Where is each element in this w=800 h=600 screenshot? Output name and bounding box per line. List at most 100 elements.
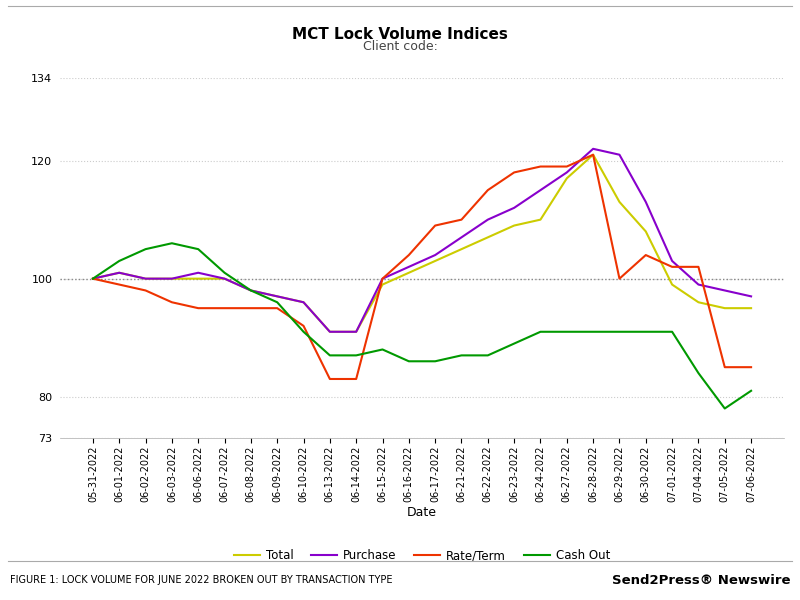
Total — [220, 275, 230, 282]
Cash Out — [510, 340, 519, 347]
Rate/Term — [114, 281, 124, 288]
Rate/Term — [430, 222, 440, 229]
Rate/Term — [325, 376, 334, 383]
Rate/Term — [641, 251, 650, 259]
Total — [562, 175, 571, 182]
Cash Out — [88, 275, 98, 282]
Purchase — [141, 275, 150, 282]
Rate/Term — [720, 364, 730, 371]
Cash Out — [483, 352, 493, 359]
Rate/Term — [246, 305, 256, 312]
Text: Client code:: Client code: — [362, 40, 438, 53]
Purchase — [246, 287, 256, 294]
Line: Rate/Term: Rate/Term — [93, 155, 751, 379]
Cash Out — [614, 328, 624, 335]
Total — [141, 275, 150, 282]
Rate/Term — [694, 263, 703, 271]
Rate/Term — [141, 287, 150, 294]
Cash Out — [404, 358, 414, 365]
Rate/Term — [298, 322, 308, 329]
Purchase — [351, 328, 361, 335]
Cash Out — [167, 239, 177, 247]
Total — [430, 257, 440, 265]
Total — [667, 281, 677, 288]
Total — [483, 234, 493, 241]
Purchase — [404, 263, 414, 271]
Total — [404, 269, 414, 277]
Purchase — [194, 269, 203, 277]
Rate/Term — [588, 151, 598, 158]
Total — [246, 287, 256, 294]
Purchase — [457, 234, 466, 241]
Total — [114, 269, 124, 277]
Purchase — [510, 204, 519, 211]
Cash Out — [272, 299, 282, 306]
Purchase — [720, 287, 730, 294]
Text: MCT Lock Volume Indices: MCT Lock Volume Indices — [292, 27, 508, 42]
Cash Out — [114, 257, 124, 265]
Total — [167, 275, 177, 282]
Rate/Term — [220, 305, 230, 312]
Purchase — [694, 281, 703, 288]
Cash Out — [641, 328, 650, 335]
Rate/Term — [88, 275, 98, 282]
Cash Out — [430, 358, 440, 365]
Rate/Term — [194, 305, 203, 312]
Rate/Term — [536, 163, 546, 170]
Rate/Term — [667, 263, 677, 271]
Purchase — [220, 275, 230, 282]
Purchase — [641, 199, 650, 206]
Total — [720, 305, 730, 312]
Cash Out — [746, 387, 756, 394]
Total — [272, 293, 282, 300]
Purchase — [167, 275, 177, 282]
Purchase — [483, 216, 493, 223]
Purchase — [272, 293, 282, 300]
Cash Out — [298, 328, 308, 335]
Total — [194, 275, 203, 282]
Total — [588, 151, 598, 158]
Cash Out — [378, 346, 387, 353]
Rate/Term — [614, 275, 624, 282]
Purchase — [614, 151, 624, 158]
Cash Out — [588, 328, 598, 335]
Total — [614, 199, 624, 206]
Cash Out — [720, 405, 730, 412]
Purchase — [746, 293, 756, 300]
Total — [88, 275, 98, 282]
Purchase — [325, 328, 334, 335]
Rate/Term — [404, 251, 414, 259]
Purchase — [430, 251, 440, 259]
Total — [325, 328, 334, 335]
Total — [298, 299, 308, 306]
Total — [641, 228, 650, 235]
Cash Out — [325, 352, 334, 359]
Purchase — [588, 145, 598, 152]
Total — [378, 281, 387, 288]
Total — [694, 299, 703, 306]
Purchase — [88, 275, 98, 282]
Cash Out — [694, 370, 703, 377]
Purchase — [298, 299, 308, 306]
Total — [510, 222, 519, 229]
Purchase — [536, 187, 546, 194]
Total — [746, 305, 756, 312]
Cash Out — [351, 352, 361, 359]
Cash Out — [457, 352, 466, 359]
Text: FIGURE 1: LOCK VOLUME FOR JUNE 2022 BROKEN OUT BY TRANSACTION TYPE: FIGURE 1: LOCK VOLUME FOR JUNE 2022 BROK… — [10, 575, 392, 585]
Purchase — [667, 257, 677, 265]
Rate/Term — [510, 169, 519, 176]
Rate/Term — [562, 163, 571, 170]
Rate/Term — [457, 216, 466, 223]
Total — [457, 245, 466, 253]
Cash Out — [220, 269, 230, 277]
Rate/Term — [351, 376, 361, 383]
Cash Out — [536, 328, 546, 335]
Cash Out — [194, 245, 203, 253]
Cash Out — [562, 328, 571, 335]
Total — [536, 216, 546, 223]
Total — [351, 328, 361, 335]
Cash Out — [246, 287, 256, 294]
Line: Purchase: Purchase — [93, 149, 751, 332]
Purchase — [378, 275, 387, 282]
